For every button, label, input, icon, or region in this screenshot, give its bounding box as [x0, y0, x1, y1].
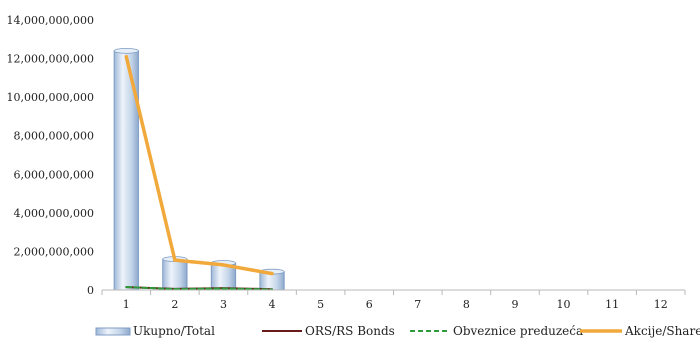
x-tick-label: 6	[366, 298, 373, 311]
y-tick-label: 4,000,000,000	[14, 207, 94, 220]
legend-label: Ukupno/Total	[133, 324, 215, 338]
x-tick-label: 12	[654, 298, 668, 311]
y-tick-label: 0	[87, 284, 94, 297]
legend-label: Akcije/Shares	[624, 324, 700, 338]
y-axis-ticks: 0 2,000,000,000 4,000,000,000 6,000,000,000…	[7, 14, 94, 297]
y-tick-label: 2,000,000,000	[14, 245, 94, 258]
series-line	[124, 54, 274, 276]
x-tick-label: 1	[123, 298, 130, 311]
bars	[113, 47, 285, 291]
bar-ukupno	[162, 258, 188, 291]
y-tick-label: 10,000,000,000	[7, 91, 94, 104]
series-lines	[124, 54, 274, 291]
x-tick-label: 9	[511, 298, 518, 311]
series-line	[125, 286, 274, 291]
legend-label: ORS/RS Bonds	[305, 324, 395, 338]
x-tick-label: 7	[414, 298, 421, 311]
y-tick-label: 12,000,000,000	[7, 53, 94, 66]
x-tick-label: 4	[269, 298, 276, 311]
x-tick-label: 2	[171, 298, 178, 311]
x-tick-label: 5	[317, 298, 324, 311]
legend-label: Obveznice preduzeća	[453, 324, 583, 338]
y-tick-label: 6,000,000,000	[14, 168, 94, 181]
bar-top	[113, 47, 139, 54]
x-tick-label: 11	[605, 298, 619, 311]
x-tick-label: 8	[463, 298, 470, 311]
legend-swatch	[95, 327, 131, 336]
x-tick-label: 3	[220, 298, 227, 311]
x-axis-ticks: 1 2 3 4 5 6 7 8 9 10 11 12	[101, 290, 686, 311]
legend: Ukupno/Total ORS/RS Bonds Obveznice preduz…	[95, 324, 700, 338]
y-tick-label: 8,000,000,000	[14, 130, 94, 143]
y-tick-label: 14,000,000,000	[7, 14, 94, 27]
x-tick-label: 10	[557, 298, 571, 311]
